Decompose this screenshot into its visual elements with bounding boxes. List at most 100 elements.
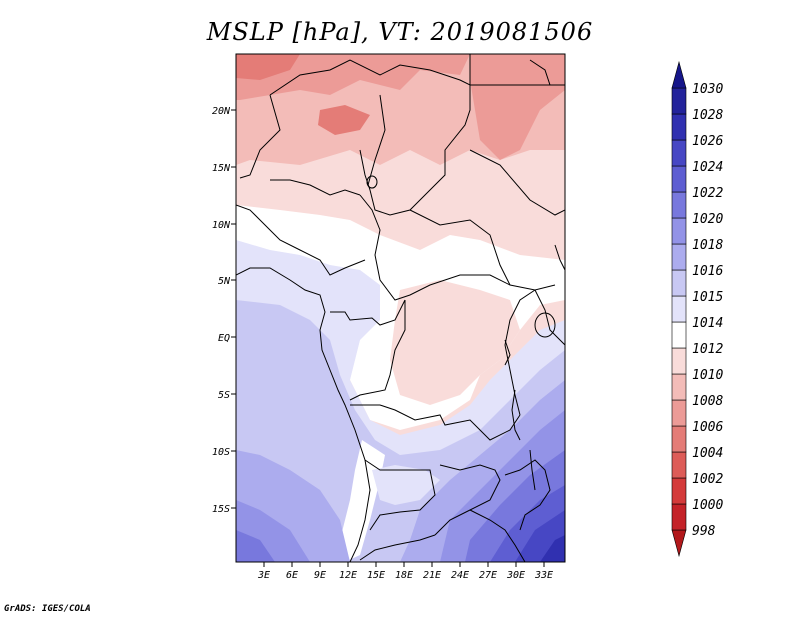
lon-label: 30E <box>506 570 525 581</box>
colorbar-box <box>671 399 687 427</box>
colorbar-label: 1004 <box>692 446 723 461</box>
colorbar-box <box>671 113 687 141</box>
pressure-field <box>236 54 565 562</box>
field-1008-ne <box>470 54 565 160</box>
colorbar-label: 1018 <box>692 238 723 253</box>
colorbar-label: 1008 <box>692 394 723 409</box>
colorbar-label: 1015 <box>692 290 723 305</box>
colorbar-box <box>671 269 687 297</box>
colorbar-box <box>671 347 687 375</box>
lake-tanganyika <box>511 389 521 441</box>
colorbar-label: 1006 <box>692 420 723 435</box>
colorbar-label: 1022 <box>692 186 723 201</box>
gabon-congo-border <box>330 299 406 326</box>
ethiopia-border <box>554 244 565 271</box>
lat-label: 15N <box>212 163 231 174</box>
field-coast-1015 <box>372 465 440 505</box>
lat-label: 5N <box>218 276 231 287</box>
colorbar-boxes <box>671 60 687 558</box>
sahara-border-north <box>269 54 471 96</box>
west-africa-borders <box>236 204 366 276</box>
lake-chad <box>366 175 378 189</box>
colorbar-label: 1016 <box>692 264 723 279</box>
colorbar-label: 998 <box>692 524 716 539</box>
colorbar-label: 1014 <box>692 316 723 331</box>
lake-victoria <box>534 312 556 338</box>
lat-labels: 20N 15N 10N 5N EQ 5S 10S 15S <box>212 106 231 515</box>
colorbar-label: 1000 <box>692 498 723 513</box>
angola-drc-border <box>350 404 521 441</box>
zimbabwe-border <box>469 509 526 562</box>
lat-ticks <box>231 109 236 509</box>
sudan-car-border <box>409 209 511 286</box>
sinai-border <box>529 59 565 86</box>
map-frame <box>231 53 566 567</box>
botswana-border <box>359 534 436 561</box>
lon-label: 12E <box>339 570 357 581</box>
lon-label: 18E <box>395 570 413 581</box>
colorbar-box <box>671 165 687 193</box>
colorbar-triangle-top <box>671 60 687 89</box>
colorbar-box <box>671 503 687 531</box>
colorbar-label: 1012 <box>692 342 723 357</box>
lon-label: 21E <box>423 570 441 581</box>
country-boundaries <box>236 54 565 562</box>
colorbar-box <box>671 451 687 479</box>
colorbar-box <box>671 321 687 349</box>
lat-label: 10N <box>212 220 231 231</box>
lon-label: 24E <box>451 570 469 581</box>
atlantic-coastline <box>236 267 371 562</box>
zambia-border <box>434 464 501 536</box>
field-1022-sw <box>236 530 275 562</box>
colorbar-box <box>671 295 687 323</box>
colorbar-box <box>671 243 687 271</box>
colorbar-label: 1030 <box>692 82 723 97</box>
colorbar: 998 1000 1002 1004 1006 1008 1010 1012 1… <box>671 60 723 558</box>
nigeria-border-north <box>270 179 361 196</box>
lat-label: 10S <box>212 447 230 458</box>
field-1012-congo <box>390 280 520 405</box>
lon-label: 9E <box>314 570 326 581</box>
colorbar-label: 1002 <box>692 472 723 487</box>
colorbar-label: 1024 <box>692 160 723 175</box>
colorbar-label: 1020 <box>692 212 723 227</box>
field-1028-se <box>540 535 565 562</box>
colorbar-labels: 998 1000 1002 1004 1006 1008 1010 1012 1… <box>692 82 723 539</box>
lon-label: 3E <box>257 570 270 581</box>
lon-label: 15E <box>367 570 385 581</box>
sudan-border <box>469 149 565 216</box>
east-africa-rift-border <box>504 289 536 416</box>
map-border <box>235 53 566 563</box>
colorbar-label: 1010 <box>692 368 723 383</box>
colorbar-box <box>671 217 687 245</box>
mali-niger-border <box>239 94 281 179</box>
field-1006-corner <box>236 54 300 80</box>
colorbar-box <box>671 191 687 219</box>
lon-labels: 3E 6E 9E 12E 15E 18E 21E 24E 27E 30E 33E <box>257 570 553 581</box>
mozambique-border <box>504 459 551 531</box>
lat-label: 15S <box>212 504 230 515</box>
kenya-border <box>534 289 565 346</box>
lat-label: 5S <box>218 390 230 401</box>
lakes <box>366 175 556 491</box>
field-1006-patch <box>318 105 370 135</box>
colorbar-label: 1028 <box>692 108 723 123</box>
colorbar-triangle-bottom <box>671 529 687 558</box>
colorbar-box <box>671 425 687 453</box>
lon-label: 6E <box>286 570 298 581</box>
lake-albert <box>504 339 511 366</box>
lat-label: 20N <box>212 106 231 117</box>
lon-label: 27E <box>479 570 497 581</box>
angola-namibia-border <box>364 459 436 531</box>
colorbar-box <box>671 477 687 505</box>
lon-ticks <box>263 562 545 567</box>
colorbar-box <box>671 373 687 401</box>
map-title: MSLP [hPa], VT: 2019081506 <box>206 18 594 46</box>
colorbar-label: 1026 <box>692 134 723 149</box>
field-1008-nw <box>236 54 470 100</box>
niger-chad-border <box>367 94 386 186</box>
colorbar-box <box>671 87 687 115</box>
congo-drc-border <box>349 300 406 401</box>
colorbar-box <box>671 139 687 167</box>
